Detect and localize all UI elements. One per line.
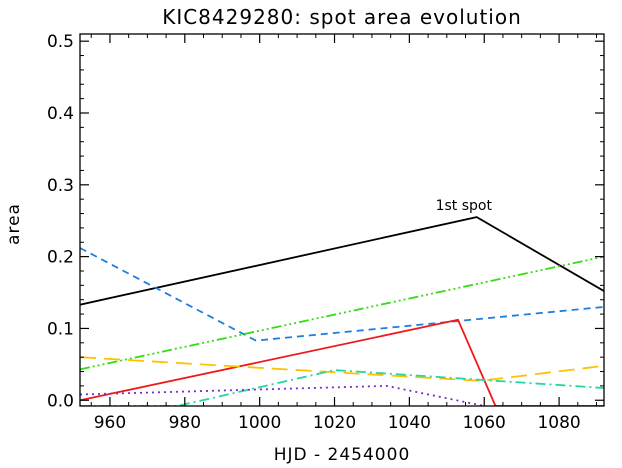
series-line-3 [80,255,604,371]
series-line-1 [80,216,604,306]
y-ticks: 0.0 0.1 0.2 0.3 0.4 0.5 [47,32,604,411]
x-tick-label: 1080 [537,413,580,433]
x-axis-label: HJD - 2454000 [274,445,411,465]
y-tick-label: 0.4 [47,104,74,124]
series-line-2 [80,247,604,342]
x-tick-label: 960 [94,413,126,433]
chart-title: KIC8429280: spot area evolution [162,5,522,29]
y-tick-label: 0.0 [47,391,74,411]
annotation-layer: 1st spot [436,198,493,214]
x-tick-label: 1040 [388,413,431,433]
y-tick-label: 0.5 [47,32,74,52]
series-line-7 [80,384,485,406]
x-tick-label: 980 [169,413,201,433]
series-line-4 [80,318,604,406]
x-tick-label: 1020 [313,413,356,433]
y-tick-label: 0.3 [47,176,74,196]
annotation-label: 1st spot [436,198,493,214]
plot-frame [79,33,605,407]
y-tick-label: 0.2 [47,248,74,268]
y-tick-label: 0.1 [47,319,74,339]
x-tick-label: 1000 [238,413,281,433]
series-layer [80,216,604,406]
x-tick-label: 1060 [463,413,506,433]
x-ticks: 960 980 1000 1020 1040 1060 1080 [90,34,598,433]
y-axis-label: area [4,203,24,245]
series-line-5 [80,356,604,382]
